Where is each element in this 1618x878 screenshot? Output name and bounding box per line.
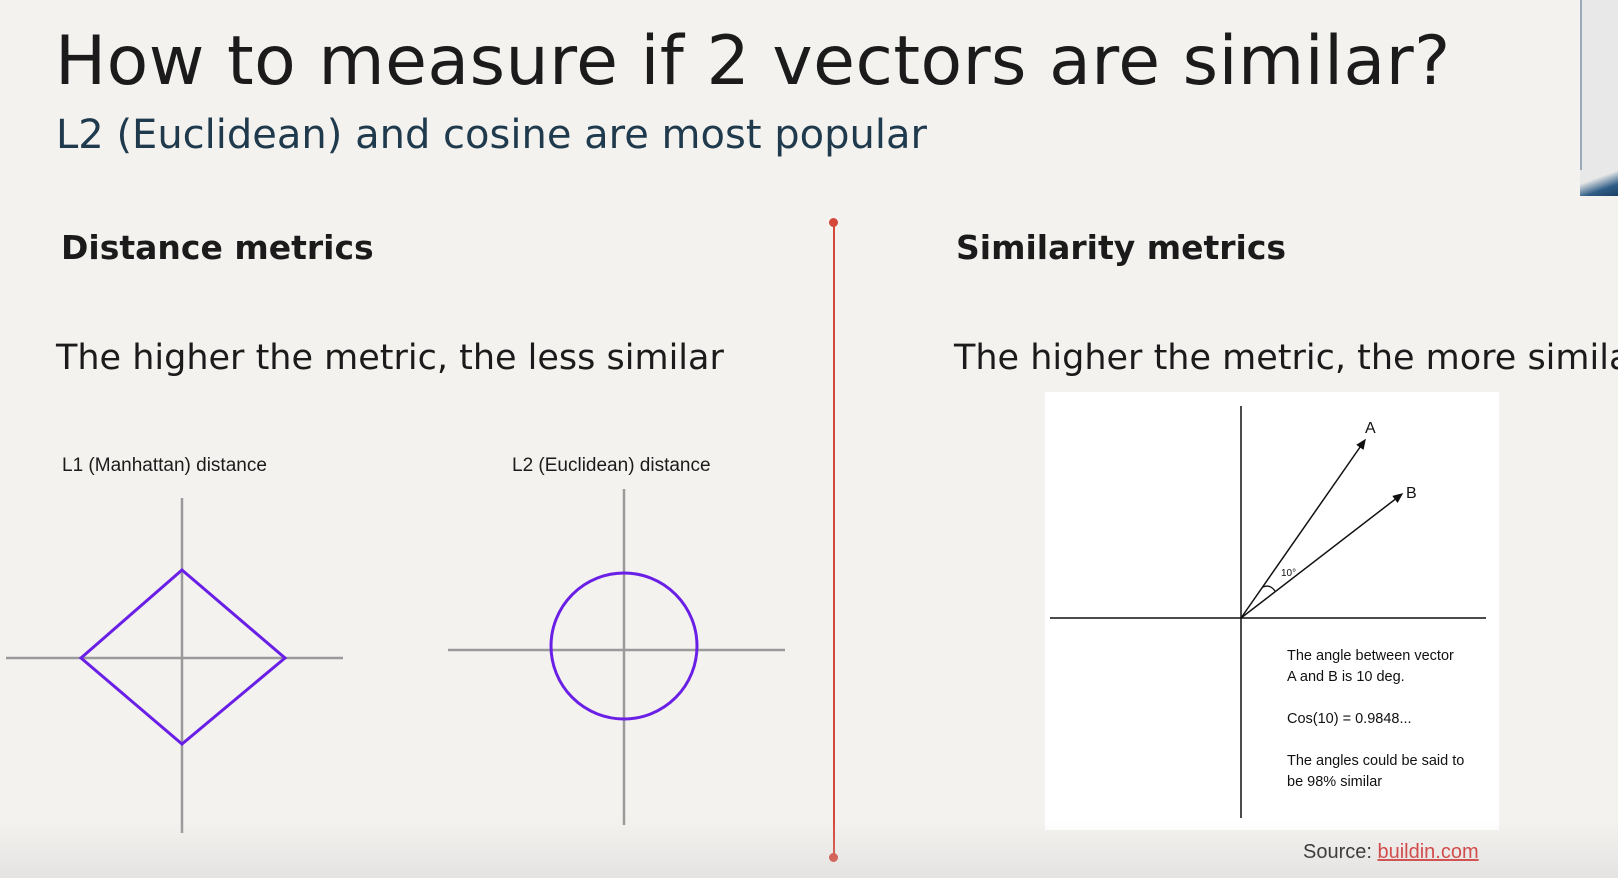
angle-arc bbox=[1262, 585, 1276, 592]
source-credit: Source: buildin.com bbox=[1303, 841, 1479, 864]
webcam-overlay bbox=[1580, 0, 1618, 196]
figure-text-line-3: Cos(10) = 0.9848... bbox=[1287, 711, 1412, 727]
l1-caption: L1 (Manhattan) distance bbox=[62, 455, 267, 476]
similarity-metrics-heading: Similarity metrics bbox=[956, 228, 1287, 267]
l1-unit-diamond bbox=[78, 568, 288, 746]
vector-b bbox=[1240, 493, 1404, 619]
figure-text-line-1: The angle between vector bbox=[1287, 648, 1454, 664]
figure-text-line-4: The angles could be said to bbox=[1287, 753, 1465, 769]
slide-title: How to measure if 2 vectors are similar? bbox=[55, 22, 1451, 101]
l2-unit-circle bbox=[549, 571, 699, 721]
vector-a-label: A bbox=[1365, 420, 1376, 437]
distance-metrics-description: The higher the metric, the less similar bbox=[56, 338, 724, 378]
l2-diagram bbox=[448, 489, 785, 825]
source-link[interactable]: buildin.com bbox=[1377, 841, 1479, 863]
cosine-similarity-figure: A B 10° The angle between vector A and B… bbox=[1045, 392, 1499, 830]
angle-label: 10° bbox=[1281, 568, 1296, 579]
column-divider bbox=[833, 222, 835, 858]
vector-diagram: A B 10° bbox=[1050, 406, 1486, 818]
l1-diagram bbox=[6, 498, 343, 833]
slide-subtitle: L2 (Euclidean) and cosine are most popul… bbox=[56, 112, 927, 158]
distance-metrics-heading: Distance metrics bbox=[61, 228, 374, 267]
webcam-overlay-shade bbox=[1580, 170, 1618, 196]
figure-text-line-2: A and B is 10 deg. bbox=[1287, 669, 1405, 685]
similarity-metrics-description: The higher the metric, the more similar bbox=[954, 338, 1618, 378]
vector-a bbox=[1240, 438, 1366, 619]
l2-caption: L2 (Euclidean) distance bbox=[512, 455, 711, 476]
source-label: Source: bbox=[1303, 841, 1378, 863]
figure-text-line-5: be 98% similar bbox=[1287, 774, 1383, 790]
vector-b-label: B bbox=[1406, 485, 1417, 502]
divider-bottom-dot bbox=[829, 853, 838, 862]
